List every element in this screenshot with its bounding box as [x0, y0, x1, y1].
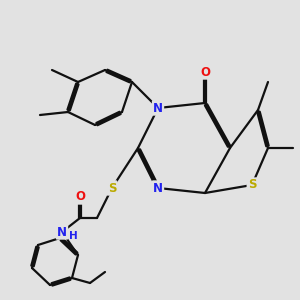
Text: N: N	[57, 226, 67, 238]
Text: N: N	[153, 182, 163, 194]
Text: O: O	[200, 65, 210, 79]
Text: O: O	[75, 190, 85, 203]
Text: S: S	[108, 182, 116, 194]
Text: N: N	[153, 101, 163, 115]
Text: H: H	[69, 231, 78, 241]
Text: S: S	[248, 178, 256, 191]
